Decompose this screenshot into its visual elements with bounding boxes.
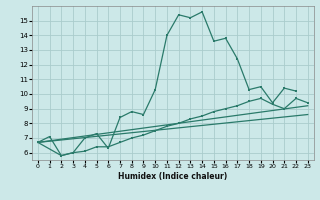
X-axis label: Humidex (Indice chaleur): Humidex (Indice chaleur) [118,172,228,181]
